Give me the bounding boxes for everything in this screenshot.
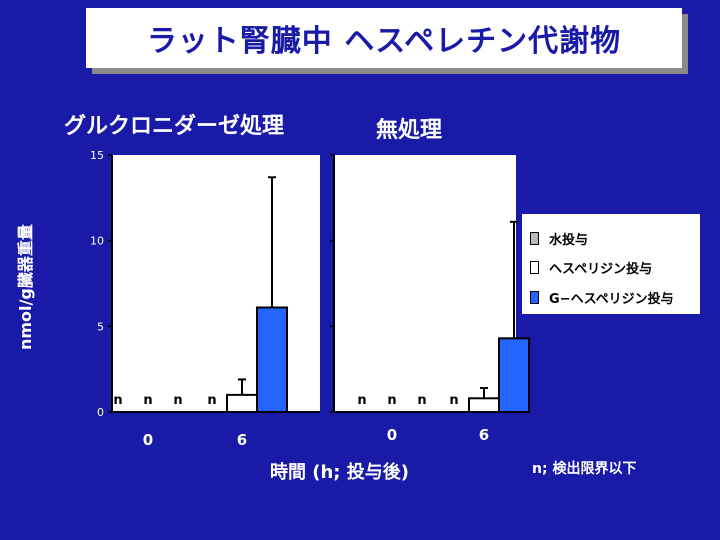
legend-item-g-hesperidin: G−ヘスペリジン投与 [530, 289, 674, 307]
x-axis-title: 時間 (h; 投与後) [270, 462, 409, 483]
chart-panel-1: 0 6 n n n n [330, 154, 530, 444]
chart-panel-0: 0 5 10 15 0 6 n n n n [90, 149, 320, 449]
legend-label-hesperidin: ヘスペリジン投与 [549, 261, 653, 277]
legend-swatch-water [530, 231, 539, 245]
plot-area [112, 155, 320, 412]
y-tick-label: 10 [90, 235, 104, 248]
plot-area [334, 155, 516, 412]
y-tick-label: 5 [97, 320, 104, 333]
not-detected-marker: n [357, 393, 366, 408]
panel-label-untreated: 無処理 [376, 118, 443, 143]
bar [256, 306, 288, 413]
not-detected-marker: n [207, 393, 216, 408]
detection-limit-note: n; 検出限界以下 [532, 461, 637, 477]
not-detected-marker: n [173, 393, 182, 408]
y-tick-label: 15 [90, 149, 104, 162]
not-detected-marker: n [143, 393, 152, 408]
x-tick-label: 6 [479, 426, 489, 444]
x-tick-label: 6 [237, 431, 247, 449]
legend-item-water: 水投与 [530, 230, 589, 248]
legend-swatch-hesperidin [530, 260, 539, 274]
legend-swatch-g-hesperidin [530, 290, 539, 304]
legend-item-hesperidin: ヘスペリジン投与 [530, 259, 653, 277]
legend-label-g-hesperidin: G−ヘスペリジン投与 [549, 291, 674, 307]
bar [468, 397, 500, 414]
legend: 水投与 ヘスペリジン投与 G−ヘスペリジン投与 [522, 214, 700, 314]
bar [226, 393, 258, 414]
bar [498, 337, 530, 413]
y-tick-label: 0 [97, 406, 104, 419]
not-detected-marker: n [417, 393, 426, 408]
not-detected-marker: n [387, 393, 396, 408]
x-tick-label: 0 [143, 431, 153, 449]
title-box: ラット腎臓中 ヘスペレチン代謝物 [86, 8, 682, 68]
x-tick-label: 0 [387, 426, 397, 444]
not-detected-marker: n [449, 393, 458, 408]
panel-label-glucuronidase: グルクロニダーゼ処理 [64, 114, 285, 139]
not-detected-marker: n [113, 393, 122, 408]
slide-title: ラット腎臓中 ヘスペレチン代謝物 [146, 24, 622, 59]
legend-label-water: 水投与 [549, 232, 589, 248]
